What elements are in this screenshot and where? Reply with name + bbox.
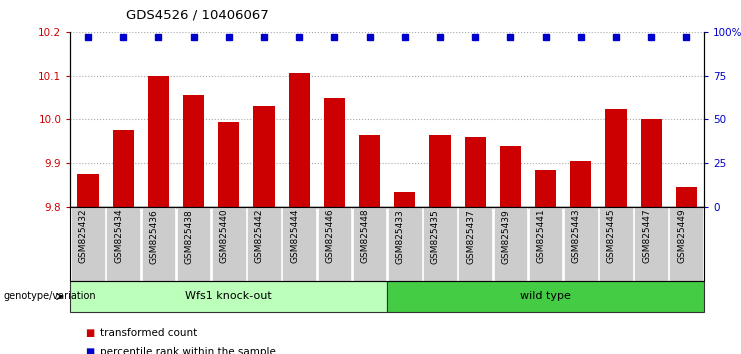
Text: percentile rank within the sample: percentile rank within the sample [100,347,276,354]
Bar [113,130,133,207]
Bar [147,76,169,207]
Text: GSM825439: GSM825439 [502,209,511,264]
Bar [394,192,415,207]
Text: GSM825436: GSM825436 [150,209,159,264]
Text: GSM825434: GSM825434 [114,209,123,263]
Text: wild type: wild type [520,291,571,302]
Bar [218,122,239,207]
Bar [324,98,345,207]
Text: GSM825444: GSM825444 [290,209,299,263]
Text: GDS4526 / 10406067: GDS4526 / 10406067 [126,9,269,22]
Text: GSM825445: GSM825445 [607,209,616,263]
Bar [499,146,521,207]
Text: GSM825446: GSM825446 [325,209,334,263]
Bar [605,109,626,207]
Text: GSM825443: GSM825443 [572,209,581,263]
Bar [676,187,697,207]
Text: genotype/variation: genotype/variation [4,291,96,302]
Bar [429,135,451,207]
Text: GSM825433: GSM825433 [396,209,405,264]
Text: GSM825441: GSM825441 [536,209,545,263]
Text: ■: ■ [85,328,94,338]
Bar [77,174,99,207]
Text: GSM825432: GSM825432 [79,209,88,263]
Bar [465,137,485,207]
Bar [535,170,556,207]
Bar [253,106,274,207]
Bar [570,161,591,207]
Text: GSM825442: GSM825442 [255,209,264,263]
Text: transformed count: transformed count [100,328,197,338]
Bar [359,135,380,207]
Text: GSM825447: GSM825447 [642,209,651,263]
Text: Wfs1 knock-out: Wfs1 knock-out [185,291,272,302]
Text: GSM825448: GSM825448 [361,209,370,263]
Text: GSM825435: GSM825435 [431,209,440,264]
Text: GSM825437: GSM825437 [466,209,475,264]
Text: GSM825438: GSM825438 [185,209,193,264]
Bar [288,74,310,207]
Bar [640,120,662,207]
Text: GSM825440: GSM825440 [220,209,229,263]
Bar [183,95,204,207]
Text: ■: ■ [85,347,94,354]
Text: GSM825449: GSM825449 [677,209,686,263]
